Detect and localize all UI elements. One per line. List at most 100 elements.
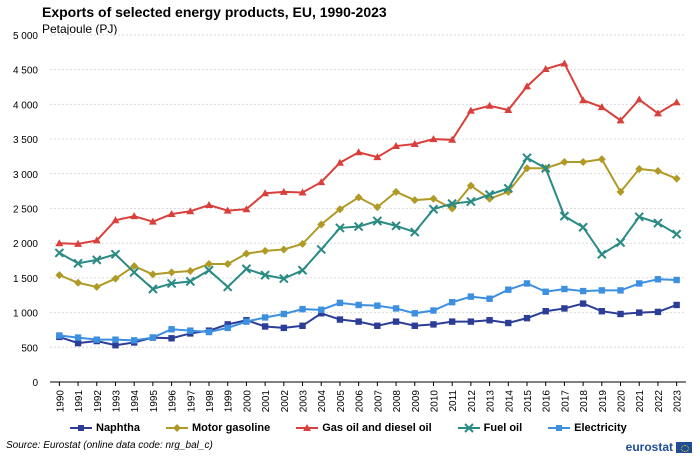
x-tick-label: 2009 (411, 390, 422, 413)
data-point-naphtha (486, 317, 493, 324)
data-point-gas-oil-and-diesel-oil (448, 135, 457, 143)
data-point-gas-oil-and-diesel-oil (672, 98, 681, 106)
legend-item: Gas oil and diesel oil (296, 422, 432, 434)
x-tick-label: 1994 (130, 390, 141, 413)
data-point-motor-gasoline (205, 260, 213, 269)
data-point-electricity (261, 314, 269, 321)
y-tick-label: 2 500 (13, 205, 38, 216)
data-point-electricity (280, 310, 288, 318)
data-point-motor-gasoline (373, 203, 382, 212)
data-point-fuel-oil (372, 216, 383, 226)
data-point-naphtha (168, 335, 175, 342)
data-point-gas-oil-and-diesel-oil (261, 189, 270, 197)
data-point-fuel-oil (110, 249, 121, 260)
data-point-naphtha (598, 308, 606, 315)
x-tick-label: 2015 (523, 390, 534, 413)
data-point-electricity (523, 280, 531, 287)
data-point-fuel-oil (204, 265, 214, 275)
data-point-gas-oil-and-diesel-oil (579, 96, 588, 104)
data-point-motor-gasoline (616, 187, 625, 196)
chart-subtitle: Petajoule (PJ) (42, 22, 118, 36)
series-line-electricity (59, 278, 677, 342)
data-point-motor-gasoline (410, 196, 419, 205)
x-tick-label: 1999 (224, 390, 235, 413)
data-point-electricity (130, 337, 138, 344)
data-point-motor-gasoline (429, 194, 438, 203)
data-point-naphtha (579, 300, 587, 307)
data-point-gas-oil-and-diesel-oil (223, 206, 232, 214)
x-tick-label: 2020 (617, 390, 628, 413)
x-tick-label: 2011 (448, 390, 459, 412)
x-tick-label: 1992 (93, 390, 104, 413)
data-point-naphtha (523, 314, 531, 322)
data-point-naphtha (74, 339, 82, 347)
data-point-naphtha (299, 322, 306, 329)
legend-item: Electricity (548, 422, 627, 434)
x-tick-label: 2010 (429, 390, 440, 413)
data-point-fuel-oil (241, 264, 252, 274)
x-tick-label: 1991 (74, 390, 85, 413)
data-point-naphtha (374, 322, 381, 329)
data-point-electricity (561, 285, 568, 293)
data-point-motor-gasoline (653, 167, 662, 176)
data-point-naphtha (112, 342, 119, 349)
data-point-gas-oil-and-diesel-oil (616, 116, 625, 124)
legend-label: Motor gasoline (192, 422, 271, 434)
x-tick-label: 2004 (317, 390, 328, 413)
data-point-gas-oil-and-diesel-oil (186, 207, 195, 215)
data-point-gas-oil-and-diesel-oil (74, 239, 83, 247)
data-point-gas-oil-and-diesel-oil (373, 153, 382, 161)
data-point-electricity (318, 306, 325, 314)
x-tick-label: 2000 (242, 390, 253, 413)
data-point-fuel-oil (597, 249, 607, 260)
legend-swatch (70, 425, 92, 431)
x-tick-label: 2021 (635, 390, 646, 413)
data-point-electricity (93, 336, 100, 343)
data-point-fuel-oil (522, 153, 532, 163)
data-point-gas-oil-and-diesel-oil (130, 212, 139, 220)
x-tick-label: 2019 (598, 390, 609, 413)
x-tick-label: 2002 (280, 390, 291, 413)
data-point-gas-oil-and-diesel-oil (167, 210, 176, 218)
data-point-electricity (542, 288, 549, 295)
data-point-motor-gasoline (148, 270, 157, 279)
y-tick-label: 1 500 (13, 274, 38, 285)
legend-item: Motor gasoline (166, 422, 270, 434)
eurostat-logo: eurostat (626, 440, 692, 454)
data-point-electricity (112, 336, 119, 343)
series-line-naphtha (59, 302, 677, 347)
data-point-fuel-oil (503, 183, 514, 194)
data-point-fuel-oil (279, 273, 289, 284)
data-point-naphtha (448, 318, 456, 325)
data-point-motor-gasoline (242, 249, 251, 258)
data-point-fuel-oil (129, 267, 139, 278)
data-point-naphtha (673, 301, 680, 309)
data-point-motor-gasoline (55, 271, 64, 280)
data-point-fuel-oil (353, 221, 364, 232)
x-tick-label: 2012 (467, 390, 478, 413)
data-point-gas-oil-and-diesel-oil (466, 106, 475, 114)
data-point-motor-gasoline (74, 278, 83, 287)
x-tick-label: 2008 (392, 390, 403, 413)
data-point-fuel-oil (185, 276, 196, 287)
data-point-motor-gasoline (635, 164, 644, 173)
data-point-gas-oil-and-diesel-oil (111, 216, 120, 224)
data-point-gas-oil-and-diesel-oil (55, 239, 64, 247)
data-point-fuel-oil (316, 244, 326, 255)
series-line-motor-gasoline (58, 158, 678, 288)
x-tick-label: 2018 (579, 390, 590, 413)
data-point-electricity (411, 310, 418, 317)
data-point-naphtha (392, 318, 400, 325)
x-tick-label: 1996 (168, 390, 179, 413)
x-tick-label: 2003 (299, 390, 310, 413)
data-point-fuel-oil (260, 270, 270, 280)
y-tick-label: 1 000 (13, 309, 38, 320)
data-point-electricity (430, 307, 437, 314)
data-point-gas-oil-and-diesel-oil (429, 135, 438, 143)
data-point-fuel-oil (335, 223, 345, 233)
legend-label: Electricity (574, 422, 627, 434)
data-point-electricity (336, 299, 344, 307)
data-point-gas-oil-and-diesel-oil (354, 148, 363, 156)
chart-title: Exports of selected energy products, EU,… (42, 4, 387, 20)
legend-item: Naphtha (70, 422, 140, 434)
